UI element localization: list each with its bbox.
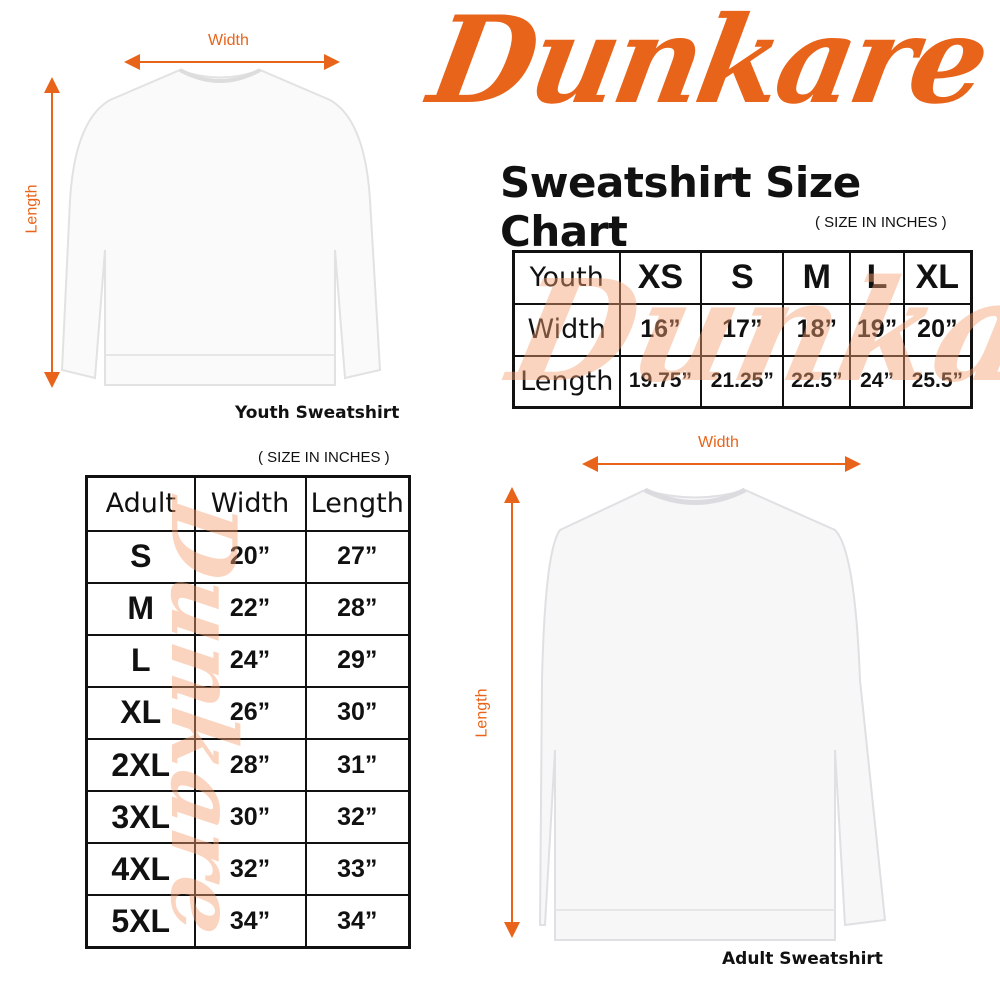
table-cell: 16” — [618, 302, 703, 357]
row-label: 3XL — [85, 790, 196, 845]
table-cell: 34” — [193, 894, 307, 949]
table-cell: 26” — [193, 685, 307, 741]
row-label: L — [85, 633, 196, 688]
adult-length-label: Length — [473, 688, 491, 738]
table-row: 2XL 28” 31” — [85, 738, 411, 793]
table-cell: 34” — [304, 894, 411, 949]
row-label: Width — [512, 302, 621, 357]
table-cell: 30” — [304, 685, 411, 741]
table-header-row: Adult Width Length — [85, 475, 411, 532]
table-header-cell: Length — [304, 475, 411, 532]
table-cell: 27” — [304, 529, 411, 584]
adult-caption: Adult Sweatshirt — [722, 949, 883, 969]
table-cell: 20” — [193, 529, 307, 584]
row-label: S — [85, 529, 196, 584]
youth-caption: Youth Sweatshirt — [235, 403, 400, 423]
table-cell: 24” — [193, 633, 307, 688]
row-label: 2XL — [85, 738, 196, 793]
row-label: 4XL — [85, 842, 196, 897]
youth-length-label: Length — [23, 184, 41, 234]
table-row: Length 19.75” 21.25” 22.5” 24” 25.5” — [512, 354, 973, 409]
adult-width-label: Width — [698, 434, 739, 451]
table-cell: 32” — [193, 842, 307, 897]
row-label: XL — [85, 685, 196, 741]
table-header-cell: L — [849, 250, 905, 305]
table-cell: 17” — [700, 302, 785, 357]
youth-sweatshirt-image — [44, 54, 382, 388]
table-cell: 22.5” — [782, 354, 852, 409]
adult-size-table: Adult Width Length S 20” 27” M 22” 28” L 24” 29”… — [85, 475, 411, 949]
table-header-row: Youth XS S M L XL — [512, 250, 973, 305]
table-row: M 22” 28” — [85, 581, 411, 636]
table-row: L 24” 29” — [85, 633, 411, 688]
table-cell: 33” — [304, 842, 411, 897]
row-label: Length — [512, 354, 621, 409]
table-cell: 21.25” — [700, 354, 785, 409]
row-label: 5XL — [85, 894, 196, 949]
row-label: M — [85, 581, 196, 636]
youth-unit-note: ( SIZE IN INCHES ) — [815, 214, 947, 231]
adult-sweatshirt-image — [504, 456, 887, 941]
table-row: XL 26” 30” — [85, 685, 411, 741]
table-header-cell: M — [782, 250, 852, 305]
table-cell: 24” — [849, 354, 905, 409]
table-cell: 32” — [304, 790, 411, 845]
table-cell: 29” — [304, 633, 411, 688]
brand-logo: Dunkare — [420, 0, 997, 131]
table-row: 3XL 30” 32” — [85, 790, 411, 845]
table-cell: 19.75” — [618, 354, 703, 409]
adult-unit-note: ( SIZE IN INCHES ) — [258, 449, 390, 466]
table-cell: 22” — [193, 581, 307, 636]
table-cell: 18” — [782, 302, 852, 357]
table-header-cell: Adult — [85, 475, 196, 532]
table-cell: 19” — [849, 302, 905, 357]
youth-width-label: Width — [208, 32, 249, 49]
table-header-cell: XL — [902, 250, 973, 305]
page-title: Sweatshirt Size Chart — [500, 158, 861, 256]
youth-size-table: Youth XS S M L XL Width 16” 17” 18” 19” … — [512, 250, 973, 409]
table-row: Width 16” 17” 18” 19” 20” — [512, 302, 973, 357]
table-row: S 20” 27” — [85, 529, 411, 584]
table-row: 5XL 34” 34” — [85, 894, 411, 949]
table-row: 4XL 32” 33” — [85, 842, 411, 897]
table-header-cell: Youth — [512, 250, 621, 305]
table-cell: 25.5” — [902, 354, 973, 409]
table-header-cell: Width — [193, 475, 307, 532]
table-header-cell: S — [700, 250, 785, 305]
table-cell: 31” — [304, 738, 411, 793]
table-header-cell: XS — [618, 250, 703, 305]
table-cell: 30” — [193, 790, 307, 845]
table-cell: 28” — [304, 581, 411, 636]
table-cell: 20” — [902, 302, 973, 357]
table-cell: 28” — [193, 738, 307, 793]
